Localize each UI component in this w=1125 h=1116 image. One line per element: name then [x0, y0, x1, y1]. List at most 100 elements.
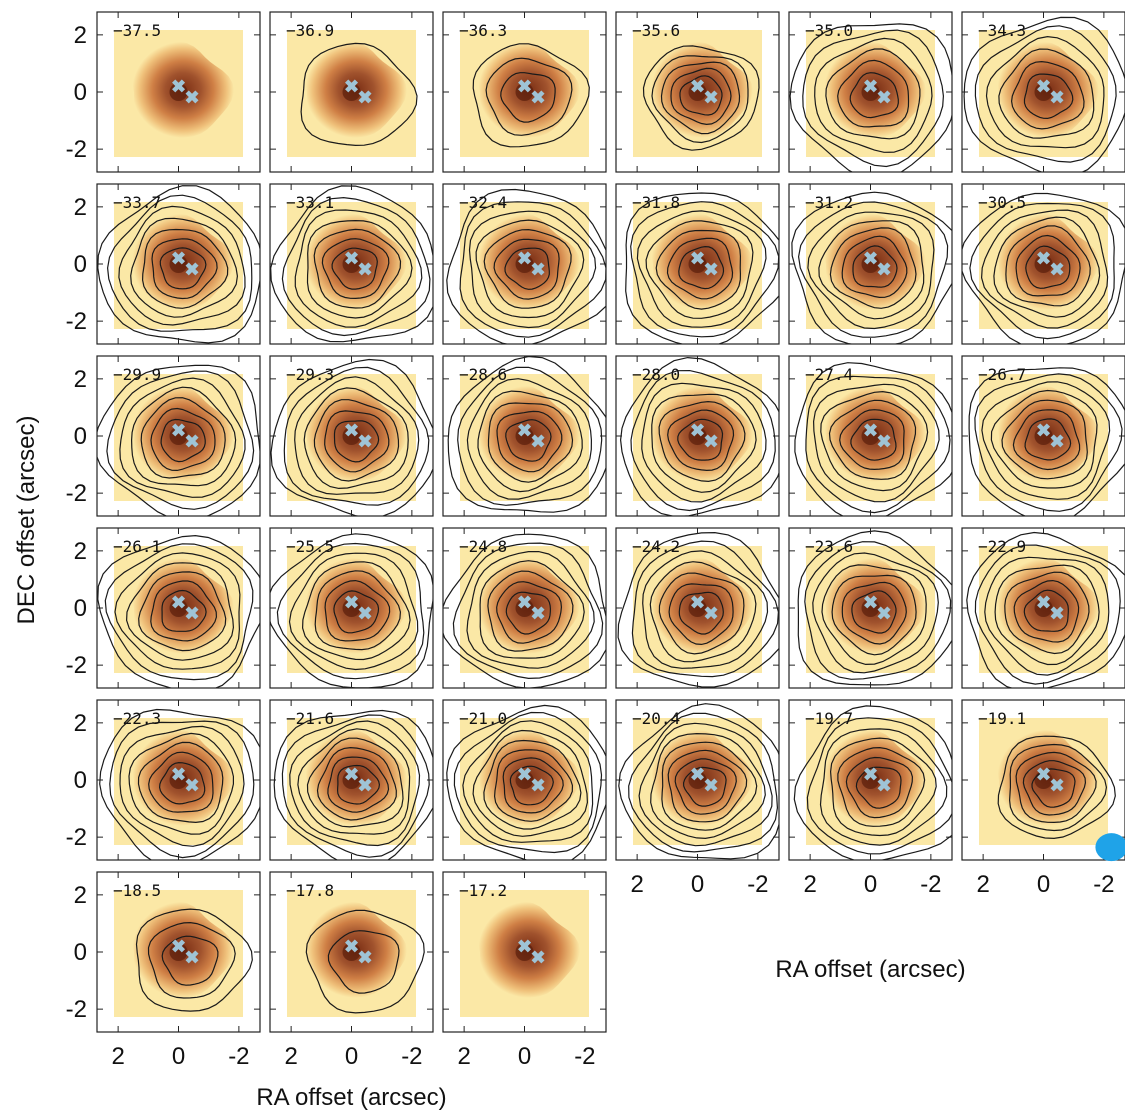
intensity-contour: [845, 756, 914, 819]
intensity-contour: [841, 581, 907, 645]
intensity-contour: [314, 570, 402, 651]
source-marker: ✖: [344, 76, 359, 96]
y-tick-label: 2: [74, 710, 87, 737]
intensity-contour: [305, 909, 425, 1014]
y-tick-label: 2: [74, 22, 87, 49]
channel-panel: ✖✖ −25.5: [269, 527, 434, 689]
channel-panel: ✖✖ −21.6: [269, 699, 434, 861]
source-marker: ✖: [1036, 592, 1051, 612]
y-tick-label: 0: [74, 423, 87, 450]
channel-panel: ✖✖ −32.4: [442, 183, 607, 345]
central-cavity: [515, 771, 534, 789]
source-marker: ✖: [358, 432, 373, 452]
y-tick-label: 2: [74, 538, 87, 565]
intensity-contour: [655, 229, 742, 310]
intensity-contour: [797, 201, 949, 338]
intensity-contour: [158, 761, 206, 805]
channel-panel: ✖✖ −31.2: [788, 183, 953, 345]
intensity-contour: [793, 705, 952, 860]
source-marker: ✖: [185, 776, 200, 796]
intensity-contour: [819, 728, 948, 846]
channel-panel: ✖✖ −27.4: [788, 355, 953, 517]
intensity-contour: [452, 542, 604, 680]
intensity-contour: [998, 48, 1095, 139]
intensity-contour: [502, 757, 564, 814]
channel-panel: ✖✖ −20.4: [615, 699, 780, 861]
intensity-contour: [327, 930, 400, 994]
intensity-contour: [666, 237, 734, 300]
central-cavity: [861, 83, 880, 101]
intensity-contour: [829, 227, 917, 309]
intensity-contour: [303, 387, 409, 490]
intensity-contour: [137, 741, 224, 824]
intensity-contour: [1008, 743, 1108, 832]
intensity-contour: [1025, 245, 1071, 289]
intensity-contour: [283, 366, 430, 506]
source-marker: ✖: [1036, 420, 1051, 440]
intensity-contour: [138, 571, 227, 652]
source-marker: ✖: [704, 432, 719, 452]
intensity-contour: [281, 714, 430, 858]
intensity-contour: [837, 59, 910, 128]
intensity-contour: [504, 247, 550, 290]
intensity-contour: [805, 375, 951, 514]
intensity-contour: [306, 219, 413, 319]
source-marker: ✖: [517, 420, 532, 440]
intensity-contour: [617, 531, 779, 688]
intensity-contour: [493, 238, 560, 300]
intensity-contour: [472, 729, 589, 837]
channel-panel: ✖✖ −17.8: [269, 871, 434, 1033]
intensity-contour: [804, 541, 952, 680]
x-tick-label: -2: [1093, 871, 1114, 898]
channel-panel: ✖✖ −19.1: [961, 699, 1125, 862]
y-tick-label: -2: [66, 136, 87, 163]
y-tick-label: 0: [74, 595, 87, 622]
channel-panel: ✖✖ −24.2: [615, 527, 780, 689]
channel-panel: ✖✖ −35.0: [788, 11, 953, 173]
intensity-contour: [270, 185, 433, 343]
velocity-label: −33.1: [286, 193, 334, 212]
intensity-contour: [667, 409, 735, 472]
velocity-label: −19.1: [978, 709, 1026, 728]
x-tick-label: -2: [574, 1043, 595, 1070]
intensity-contour: [479, 560, 585, 659]
y-tick-label: -2: [66, 996, 87, 1023]
channel-panel: ✖✖ −34.3: [961, 11, 1125, 173]
intensity-contour: [130, 217, 239, 318]
source-marker: ✖: [877, 432, 892, 452]
source-marker: ✖: [531, 776, 546, 796]
central-cavity: [169, 255, 188, 273]
intensity-contour: [1023, 589, 1069, 632]
velocity-label: −29.3: [286, 365, 334, 384]
intensity-contour: [475, 219, 585, 319]
intensity-contour: [327, 756, 390, 813]
central-cavity: [169, 83, 188, 101]
intensity-contour: [294, 209, 423, 328]
intensity-contour: [812, 552, 939, 674]
velocity-label: −28.0: [632, 365, 680, 384]
velocity-label: −36.3: [459, 21, 507, 40]
channel-panel: ✖✖ −21.0: [442, 699, 607, 861]
intensity-contour: [331, 247, 378, 290]
source-marker: ✖: [344, 420, 359, 440]
intensity-contour: [313, 228, 402, 309]
intensity-contour: [828, 399, 917, 480]
intensity-contour: [161, 935, 219, 986]
velocity-label: −29.9: [113, 365, 161, 384]
y-tick-label: 2: [74, 194, 87, 221]
intensity-contour: [1022, 760, 1087, 816]
central-cavity: [1034, 427, 1053, 445]
velocity-label: −22.3: [113, 709, 161, 728]
velocity-label: −35.0: [805, 21, 853, 40]
channel-panel: ✖✖ −30.5: [961, 183, 1125, 345]
source-marker: ✖: [877, 776, 892, 796]
intensity-contour: [446, 188, 606, 344]
x-tick-label: 0: [345, 1043, 358, 1070]
intensity-contour: [1010, 60, 1085, 130]
source-marker: ✖: [704, 260, 719, 280]
velocity-label: −20.4: [632, 709, 680, 728]
velocity-label: −30.5: [978, 193, 1026, 212]
intensity-contour: [1015, 234, 1081, 297]
intensity-contour: [148, 751, 214, 813]
